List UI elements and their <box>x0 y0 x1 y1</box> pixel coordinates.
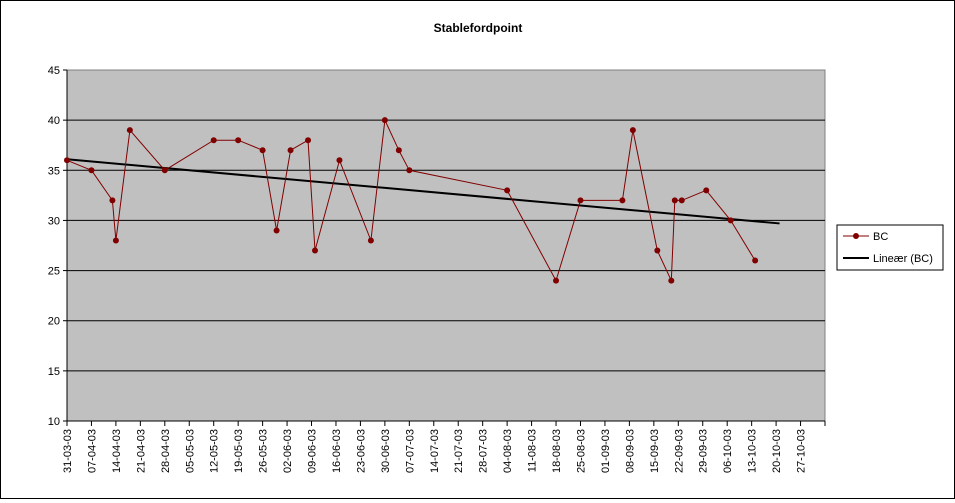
x-tick-label: 11-08-03 <box>527 429 539 472</box>
series-bc-point <box>406 167 413 174</box>
x-tick-label: 07-04-03 <box>86 429 98 473</box>
series-bc-point <box>577 197 584 204</box>
x-tick-label: 28-04-03 <box>160 429 172 473</box>
series-bc-point <box>381 117 388 124</box>
y-tick-label: 45 <box>48 65 60 77</box>
x-tick-label: 02-06-03 <box>282 429 294 473</box>
chart-title: Stablefordpoint <box>434 21 523 35</box>
series-bc-point <box>287 147 294 154</box>
x-tick-label: 18-08-03 <box>551 429 563 473</box>
legend-bc-label: BC <box>873 231 888 243</box>
x-tick-label: 07-07-03 <box>404 429 416 473</box>
series-bc-point <box>367 237 374 244</box>
y-tick-label: 15 <box>48 366 60 378</box>
x-tick-label: 26-05-03 <box>258 429 270 473</box>
x-tick-label: 09-06-03 <box>307 429 319 473</box>
series-bc-point <box>336 157 343 164</box>
series-bc-line <box>66 118 756 282</box>
series-trendline-line <box>66 158 780 225</box>
series-bc-point <box>678 197 685 204</box>
y-tick-label: 30 <box>48 215 60 227</box>
x-tick-label: 05-05-03 <box>184 429 196 473</box>
legend-box <box>836 224 944 271</box>
x-tick-label: 16-06-03 <box>331 429 343 473</box>
x-tick-label: 30-06-03 <box>380 429 392 473</box>
x-tick-label: 28-07-03 <box>478 429 490 473</box>
x-tick-label: 20-10-03 <box>771 429 783 473</box>
y-tick-label: 20 <box>48 316 60 328</box>
series-bc-point <box>88 167 95 174</box>
x-tick-label: 21-04-03 <box>135 429 147 473</box>
series-bc-point <box>126 127 133 134</box>
x-tick-label: 27-10-03 <box>796 429 808 473</box>
legend-trend-label: Lineær (BC) <box>873 253 933 265</box>
x-tick-label: 14-07-03 <box>429 429 441 473</box>
legend: BC Lineær (BC) <box>836 224 944 271</box>
legend-bc-swatch-marker <box>853 233 859 239</box>
x-tick-label: 21-07-03 <box>453 429 465 473</box>
y-tick-label: 40 <box>48 115 60 127</box>
x-tick-label: 29-09-03 <box>698 429 710 473</box>
series-bc-point <box>312 247 319 254</box>
x-tick-label: 04-08-03 <box>502 429 514 473</box>
series-bc-point <box>259 147 266 154</box>
series-bc-point <box>210 137 217 144</box>
series-bc-point <box>752 257 759 264</box>
x-tick-label: 22-09-03 <box>673 429 685 473</box>
series-bc-point <box>273 227 280 234</box>
series-bc-point <box>504 187 511 194</box>
series-bc-point <box>703 187 710 194</box>
series-bc-point <box>671 197 678 204</box>
series-layer <box>64 117 780 284</box>
series-bc-point <box>727 217 734 224</box>
y-tick-label: 10 <box>48 416 60 428</box>
x-tick-label: 31-03-03 <box>62 429 74 473</box>
series-bc-point <box>629 127 636 134</box>
series-bc-point <box>654 247 661 254</box>
x-tick-label: 01-09-03 <box>600 429 612 473</box>
y-tick-label: 25 <box>48 266 60 278</box>
x-tick-label: 08-09-03 <box>624 429 636 473</box>
series-bc-point <box>305 137 312 144</box>
series-bc-point <box>235 137 242 144</box>
axes-layer: 10 15 20 25 30 35 40 45 31-03-03 07-04-03 14-04-03… <box>48 65 826 473</box>
series-bc-point <box>553 277 560 284</box>
y-tick-label: 35 <box>48 165 60 177</box>
x-tick-label: 23-06-03 <box>355 429 367 473</box>
series-bc-point <box>64 157 70 164</box>
x-tick-label: 06-10-03 <box>722 429 734 473</box>
x-tick-label: 19-05-03 <box>233 429 245 473</box>
series-bc-point <box>109 197 116 204</box>
series-bc-point <box>112 237 119 244</box>
series-bc-point <box>619 197 626 204</box>
x-tick-label: 14-04-03 <box>111 429 123 473</box>
series-bc-point <box>668 277 675 284</box>
x-tick-label: 13-10-03 <box>747 429 759 473</box>
x-tick-label: 25-08-03 <box>575 429 587 473</box>
x-tick-label: 12-05-03 <box>209 429 221 473</box>
plot-area <box>66 69 826 422</box>
x-tick-label: 15-09-03 <box>649 429 661 473</box>
series-bc-point <box>395 147 402 154</box>
series-bc-point <box>161 167 168 174</box>
